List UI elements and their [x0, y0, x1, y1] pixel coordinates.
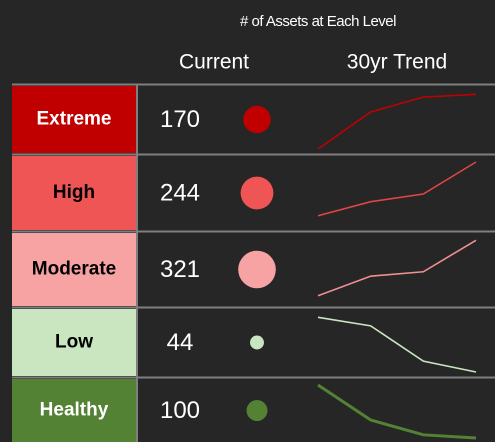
level-cell [12, 86, 136, 153]
level-label: Moderate [32, 259, 116, 280]
trend-line [317, 93, 477, 150]
count: 44 [167, 329, 194, 356]
count: 321 [160, 256, 200, 283]
trend-line [317, 161, 477, 217]
header-title: # of Assets at Each Level [240, 13, 396, 30]
trend-line [317, 239, 477, 297]
count-dot [240, 176, 274, 210]
column-header: 30yr Trend [347, 51, 447, 74]
trend-line [317, 383, 477, 440]
level-label: High [53, 182, 95, 203]
column-header: Current [179, 51, 249, 74]
level-label: Extreme [37, 109, 112, 130]
count-dot [250, 335, 264, 350]
count: 244 [160, 179, 200, 206]
count-dot [238, 250, 276, 289]
level-cell [12, 309, 136, 376]
count-dot [243, 105, 271, 134]
level-label: Healthy [40, 400, 109, 421]
level-label: Low [55, 332, 93, 353]
count: 100 [160, 397, 200, 424]
count: 170 [160, 106, 200, 133]
trend-line [317, 316, 477, 373]
level-cell [12, 379, 136, 442]
count-dot [246, 400, 268, 421]
level-cell [12, 233, 136, 306]
level-cell [12, 156, 136, 230]
